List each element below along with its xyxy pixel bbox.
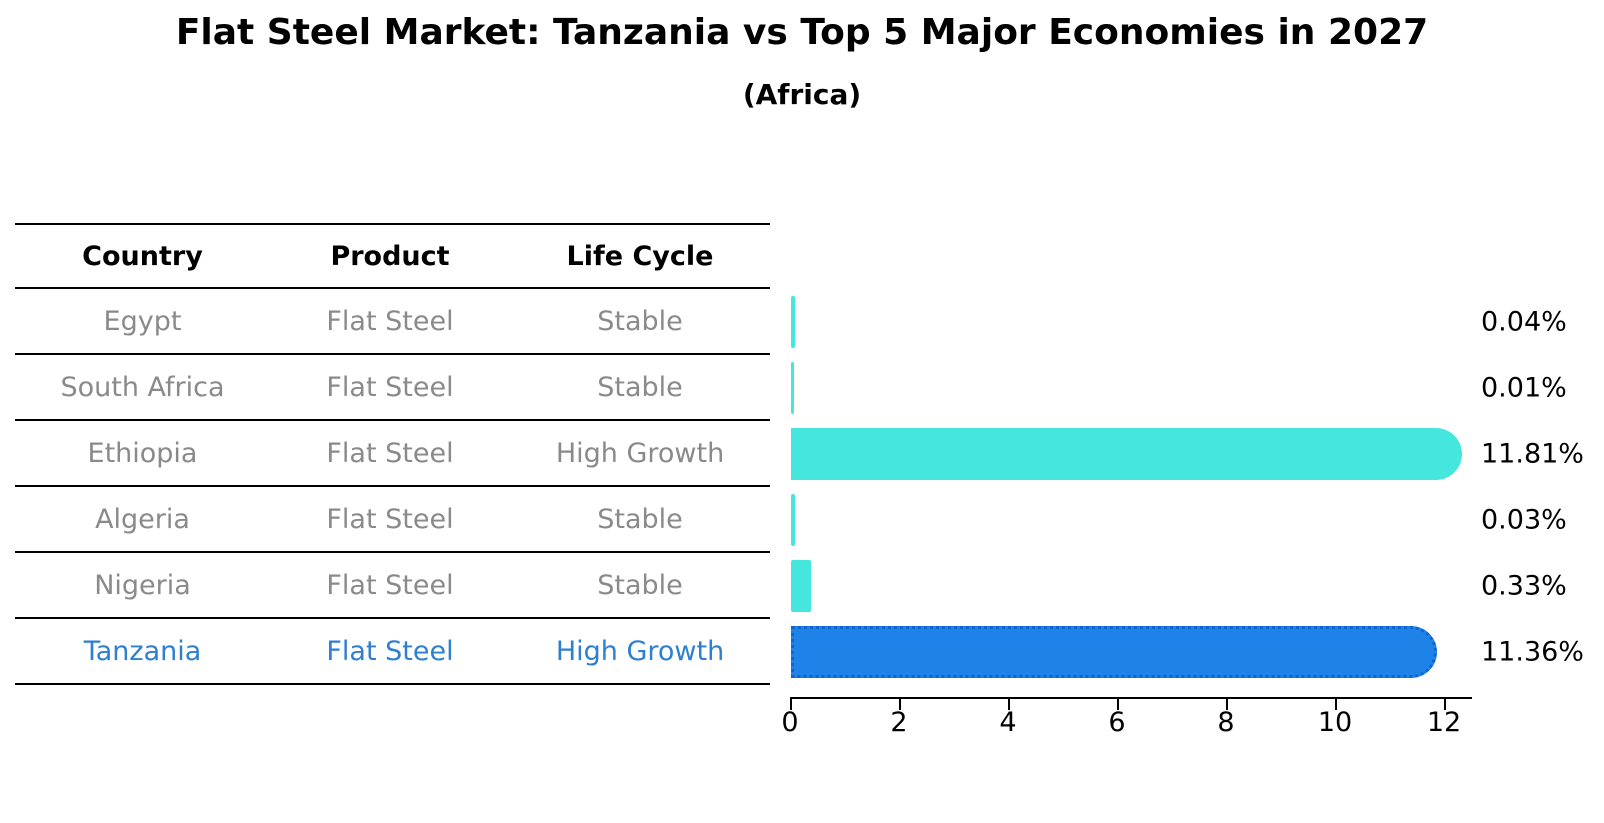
table-header-row: Country Product Life Cycle [15, 223, 770, 289]
cell-life_cycle: Stable [597, 305, 683, 337]
cell-country: Algeria [95, 503, 190, 535]
bar-nigeria [791, 560, 811, 612]
cell-life_cycle: Stable [597, 569, 683, 601]
cell-country: Ethiopia [87, 437, 198, 469]
cell-country: Egypt [103, 305, 182, 337]
bar-ethiopia [791, 428, 1462, 480]
table-header-lifecycle: Life Cycle [566, 240, 714, 272]
value-label-egypt: 0.04% [1481, 306, 1567, 338]
table-row-tanzania: Tanzania Flat Steel High Growth [15, 619, 770, 685]
table-body: Egypt Flat Steel Stable South Africa Flat St… [15, 289, 770, 685]
x-tick-label: 8 [1217, 707, 1235, 738]
table-header-product: Product [330, 240, 450, 272]
x-tick-mark [790, 699, 792, 710]
bar-tanzania [791, 626, 1438, 678]
cell-product: Flat Steel [326, 305, 454, 337]
table-row-south-africa: South Africa Flat Steel Stable [15, 355, 770, 421]
table-row-algeria: Algeria Flat Steel Stable [15, 487, 770, 553]
x-tick-mark [1008, 699, 1010, 710]
x-tick-label: 0 [781, 707, 799, 738]
x-tick-mark [1117, 699, 1119, 710]
x-tick-label: 10 [1317, 707, 1353, 738]
x-tick-label: 4 [999, 707, 1017, 738]
cell-life_cycle: Stable [597, 503, 683, 535]
chart-title: Flat Steel Market: Tanzania vs Top 5 Maj… [175, 12, 1429, 53]
bar-south-africa [791, 362, 794, 414]
x-axis-line [790, 697, 1472, 699]
chart-subtitle: (Africa) [742, 78, 862, 111]
country-table: Country Product Life Cycle Egypt Flat Ste… [15, 223, 770, 685]
x-tick-label: 6 [1108, 707, 1126, 738]
value-label-nigeria: 0.33% [1481, 570, 1567, 602]
table-header-country: Country [82, 240, 203, 272]
x-tick-label: 2 [890, 707, 908, 738]
cell-country: South Africa [60, 371, 225, 403]
value-label-ethiopia: 11.81% [1481, 438, 1584, 470]
x-tick-mark [1226, 699, 1228, 710]
cell-country: Tanzania [83, 635, 202, 667]
table-row-egypt: Egypt Flat Steel Stable [15, 289, 770, 355]
cell-product: Flat Steel [326, 635, 454, 667]
cell-life_cycle: Stable [597, 371, 683, 403]
table-row-nigeria: Nigeria Flat Steel Stable [15, 553, 770, 619]
cell-product: Flat Steel [326, 371, 454, 403]
cell-life_cycle: High Growth [555, 635, 725, 667]
bar-egypt [791, 296, 796, 348]
value-label-tanzania: 11.36% [1481, 636, 1584, 668]
cell-country: Nigeria [94, 569, 191, 601]
x-tick-mark [899, 699, 901, 710]
cell-product: Flat Steel [326, 437, 454, 469]
x-tick-label: 12 [1426, 707, 1462, 738]
table-row-ethiopia: Ethiopia Flat Steel High Growth [15, 421, 770, 487]
cell-product: Flat Steel [326, 503, 454, 535]
value-label-south-africa: 0.01% [1481, 372, 1567, 404]
bar-algeria [791, 494, 795, 546]
x-tick-mark [1335, 699, 1337, 710]
x-tick-mark [1444, 699, 1446, 710]
value-label-algeria: 0.03% [1481, 504, 1567, 536]
cell-life_cycle: High Growth [555, 437, 725, 469]
cell-product: Flat Steel [326, 569, 454, 601]
